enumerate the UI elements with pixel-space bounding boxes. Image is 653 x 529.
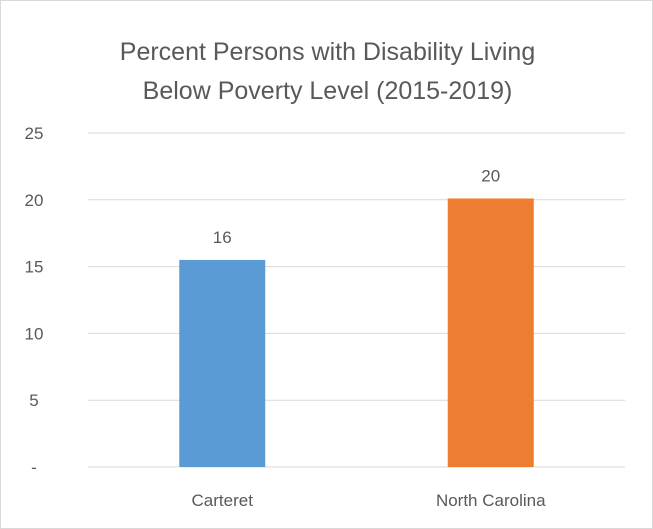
chart-title-line-2: Below Poverty Level (2015-2019): [142, 77, 513, 105]
bar-north-carolina: [447, 198, 534, 468]
y-tick-label-1: 5: [29, 391, 38, 410]
chart-title-line-1: Percent Persons with Disability Living: [119, 38, 536, 66]
bars: [179, 198, 534, 468]
y-tick-label-4: 20: [25, 191, 44, 210]
category-label-0: Carteret: [192, 491, 254, 510]
data-label-0: 16: [213, 228, 232, 247]
y-axis-ticks: - 5 10 15 20 25: [25, 124, 44, 477]
chart-title: Percent Persons with Disability Living B…: [1, 33, 653, 111]
y-tick-label-3: 15: [25, 258, 44, 277]
y-tick-label-5: 25: [25, 124, 44, 143]
y-tick-label-2: 10: [25, 324, 44, 343]
y-tick-label-0: -: [31, 458, 37, 477]
gridlines: [88, 132, 625, 468]
category-label-1: North Carolina: [436, 491, 546, 510]
bar-carteret: [179, 259, 266, 467]
x-axis-categories: Carteret North Carolina: [192, 491, 547, 510]
data-label-1: 20: [481, 166, 500, 185]
